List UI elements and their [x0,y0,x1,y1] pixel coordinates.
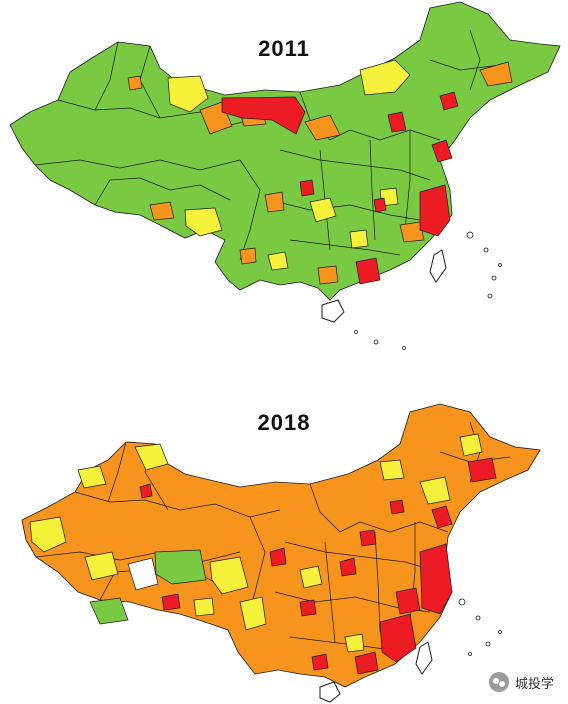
region-nodata [127,557,159,591]
regions-green-2018 [89,549,207,625]
map-title-2011: 2011 [258,36,310,61]
taiwan-island [415,641,433,675]
wechat-icon [488,672,509,692]
map-panel-2011: 2011 [9,1,561,350]
watermark: 城投学 [488,672,554,692]
regions-yellow-2018 [29,433,483,653]
china-map-2011 [9,1,561,350]
hainan-island [321,299,345,323]
regions-red-2018 [139,457,497,675]
map-panel-2018: 2018 [0,352,568,704]
china-map-2018 [21,403,541,703]
south-sea-islands [354,231,502,350]
south-sea-islands [458,598,502,656]
regions-yellow-2011 [167,59,411,271]
hainan-island [319,681,341,703]
watermark-text: 城投学 [514,675,554,691]
taiwan-island [429,249,447,283]
map-title-2018: 2018 [257,410,311,435]
regions-red-2011 [221,91,459,285]
